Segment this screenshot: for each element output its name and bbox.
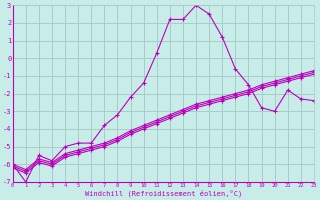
X-axis label: Windchill (Refroidissement éolien,°C): Windchill (Refroidissement éolien,°C) — [85, 190, 242, 197]
